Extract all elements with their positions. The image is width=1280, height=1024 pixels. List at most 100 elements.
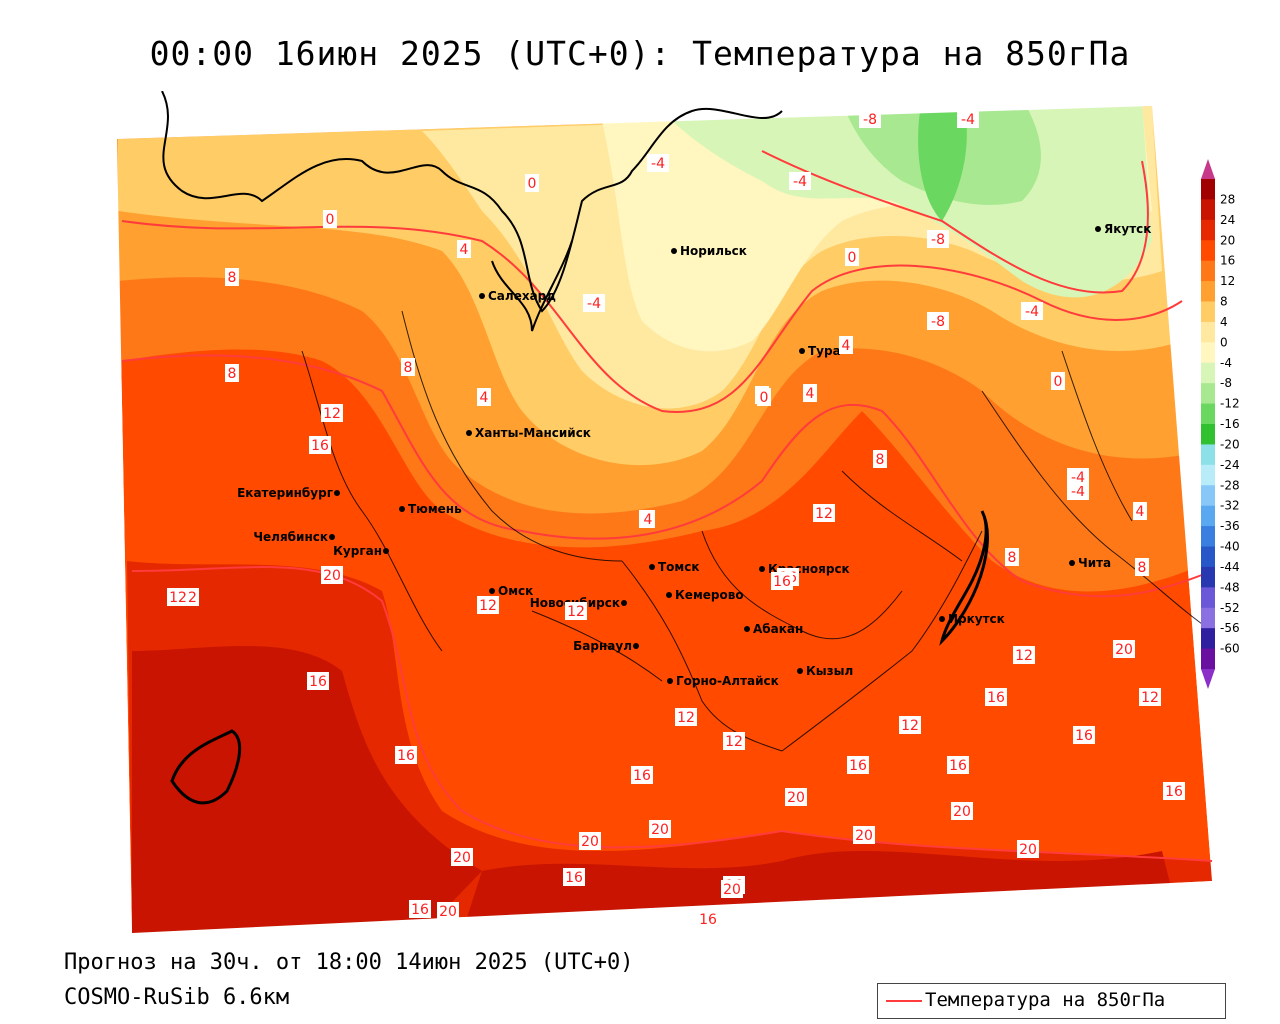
contour-label-text: 12 — [567, 604, 585, 620]
contour-label-bg — [307, 672, 329, 690]
contour-label-bg — [477, 596, 499, 614]
contour-label: 8 — [1135, 558, 1149, 576]
legend-box: Температура на 850гПа — [877, 983, 1226, 1019]
colorbar-tick-label: -20 — [1220, 437, 1240, 451]
city-marker: Кемерово — [666, 588, 744, 602]
contour-label-text: 16 — [949, 758, 967, 774]
colorbar-swatch — [1201, 362, 1215, 384]
contour-label-bg — [951, 802, 973, 820]
colorbar-swatch — [1201, 566, 1215, 588]
contour-label: 0 — [845, 248, 859, 266]
city-dot — [671, 248, 677, 254]
city-dot — [633, 643, 639, 649]
colorbar-swatch — [1201, 464, 1215, 486]
contour-label: 20 — [721, 880, 743, 898]
contour-label: 20 — [579, 832, 601, 850]
contour-label: 0 — [323, 210, 337, 228]
contour-label-text: 16 — [309, 674, 327, 690]
contour-label-bg — [1021, 302, 1043, 320]
city-label: Якутск — [1104, 222, 1151, 236]
contour-label-bg — [873, 450, 887, 468]
city-label: Горно-Алтайск — [676, 674, 779, 688]
colorbar-swatch — [1201, 281, 1215, 302]
contour-label-text: 20 — [1115, 642, 1133, 658]
contour-label: 16 — [947, 756, 969, 774]
city-marker: Норильск — [671, 244, 747, 258]
contour-label-text: 16 — [633, 768, 651, 784]
contour-label-bg — [927, 230, 949, 248]
colorbar-swatch — [1201, 546, 1215, 568]
temperature-field — [117, 99, 1212, 933]
city-marker: Барнаул — [573, 639, 639, 653]
contour-label-bg — [771, 572, 793, 590]
contour-label: 12 — [167, 588, 189, 606]
contour-label-bg — [631, 766, 653, 784]
contour-label-text: -4 — [1071, 484, 1085, 500]
colorbar-swatch — [1201, 424, 1215, 445]
contour-label: 20 — [451, 848, 473, 866]
contour-label: 8 — [401, 358, 415, 376]
contour-label: -8 — [927, 230, 949, 248]
city-dot — [383, 548, 389, 554]
contour-label-text: 20 — [855, 828, 873, 844]
contour-label-bg — [927, 312, 949, 330]
colorbar-tick-label: -24 — [1220, 458, 1240, 472]
city-dot — [744, 626, 750, 632]
colorbar-swatch — [1201, 628, 1215, 650]
contour-label-text: 4 — [806, 386, 815, 402]
colorbar-top-arrow — [1201, 159, 1215, 179]
contour-label: -8 — [927, 312, 949, 330]
contour-label: 16 — [697, 910, 719, 928]
coastline — [161, 91, 783, 332]
colorbar-swatch — [1201, 587, 1215, 609]
colorbar-tick-label: -60 — [1220, 642, 1240, 656]
lake-baikal — [939, 510, 989, 646]
contour-label-bg — [457, 240, 471, 258]
city-dot — [797, 668, 803, 674]
colorbar-swatch — [1201, 179, 1215, 200]
contour-label-bg — [1113, 640, 1135, 658]
contour-label-bg — [437, 902, 459, 920]
city-marker: Чита — [1069, 556, 1111, 570]
contour-label: -4 — [647, 154, 669, 172]
contour-label-text: 16 — [849, 758, 867, 774]
colorbar-tick-label: -40 — [1220, 540, 1240, 554]
legend-line-swatch — [886, 1000, 922, 1002]
contour-label: 20 — [853, 826, 875, 844]
contour-label-bg — [323, 210, 337, 228]
colorbar-swatch — [1201, 648, 1215, 670]
city-label: Барнаул — [573, 639, 632, 653]
contour-label-bg — [309, 436, 331, 454]
contour-label: -4 — [1067, 482, 1089, 500]
contour-label-text: 20 — [581, 834, 599, 850]
colorbar-swatch — [1201, 321, 1215, 343]
contour-label: -4 — [1021, 302, 1043, 320]
colorbar-tick-label: 28 — [1220, 192, 1235, 206]
colorbar-swatch — [1201, 342, 1215, 364]
city-marker: Ханты-Мансийск — [466, 426, 591, 440]
city-label: Тюмень — [408, 502, 462, 516]
contour-label: 16 — [395, 746, 417, 764]
contour-label: 12 — [723, 732, 745, 750]
contour-label: 8 — [225, 268, 239, 286]
contour-label-text: 12 — [1015, 648, 1033, 664]
contour-label-text: 20 — [323, 568, 341, 584]
contour-label-text: 0 — [760, 390, 769, 406]
contour-label: 16 — [1073, 726, 1095, 744]
city-dot — [466, 430, 472, 436]
contour-label-text: 20 — [787, 790, 805, 806]
contour-label: 16 — [563, 868, 585, 886]
contour-label-text: 4 — [480, 390, 489, 406]
contour-label-text: 20 — [439, 904, 457, 920]
contour-label-text: 20 — [651, 822, 669, 838]
contour-label-bg — [957, 110, 979, 128]
contour-label: 16 — [1163, 782, 1185, 800]
contour-label: -4 — [1067, 468, 1089, 486]
contour-label: 16 — [771, 572, 793, 590]
city-label: Кызыл — [806, 664, 853, 678]
colorbar-tick-label: 0 — [1220, 335, 1228, 349]
contour-label-text: 4 — [1136, 504, 1145, 520]
contour-label-bg — [1017, 840, 1039, 858]
city-label: Салехард — [488, 289, 556, 303]
contour-label: 12 — [813, 504, 835, 522]
